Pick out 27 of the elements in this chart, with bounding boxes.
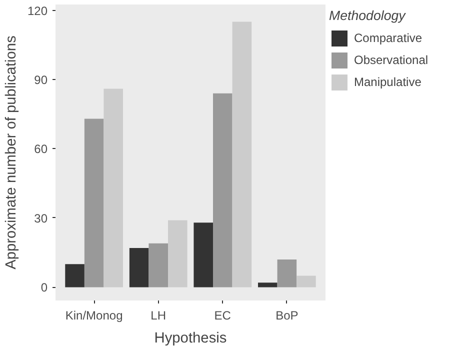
- y-tick-label: 60: [34, 142, 48, 156]
- bar: [296, 276, 316, 288]
- x-tick-label: EC: [214, 308, 232, 322]
- x-tick-label: Kin/Monog: [65, 308, 123, 322]
- bar: [65, 264, 84, 288]
- bar: [84, 118, 104, 288]
- y-tick-label: 0: [40, 280, 48, 295]
- bar: [129, 248, 149, 288]
- x-axis-title: Hypothesis: [154, 330, 227, 346]
- bar: [232, 22, 252, 288]
- x-tick-label: LH: [150, 308, 166, 322]
- y-tick-label: 30: [34, 211, 48, 226]
- y-axis-title: Approximate number of publications: [3, 36, 20, 270]
- bar: [277, 260, 297, 288]
- bar: [168, 220, 188, 288]
- legend-label: Manipulative: [354, 75, 422, 89]
- x-tick-label: BoP: [276, 308, 298, 322]
- y-tick-label: 120: [27, 4, 48, 18]
- bar: [258, 282, 278, 288]
- legend-label: Observational: [354, 53, 428, 67]
- legend-title: Methodology: [329, 8, 407, 23]
- bar: [104, 88, 123, 288]
- bar: [194, 222, 213, 288]
- bar: [213, 93, 232, 288]
- y-tick-label: 90: [34, 73, 48, 88]
- legend-label: Comparative: [354, 31, 422, 45]
- bar: [148, 243, 168, 288]
